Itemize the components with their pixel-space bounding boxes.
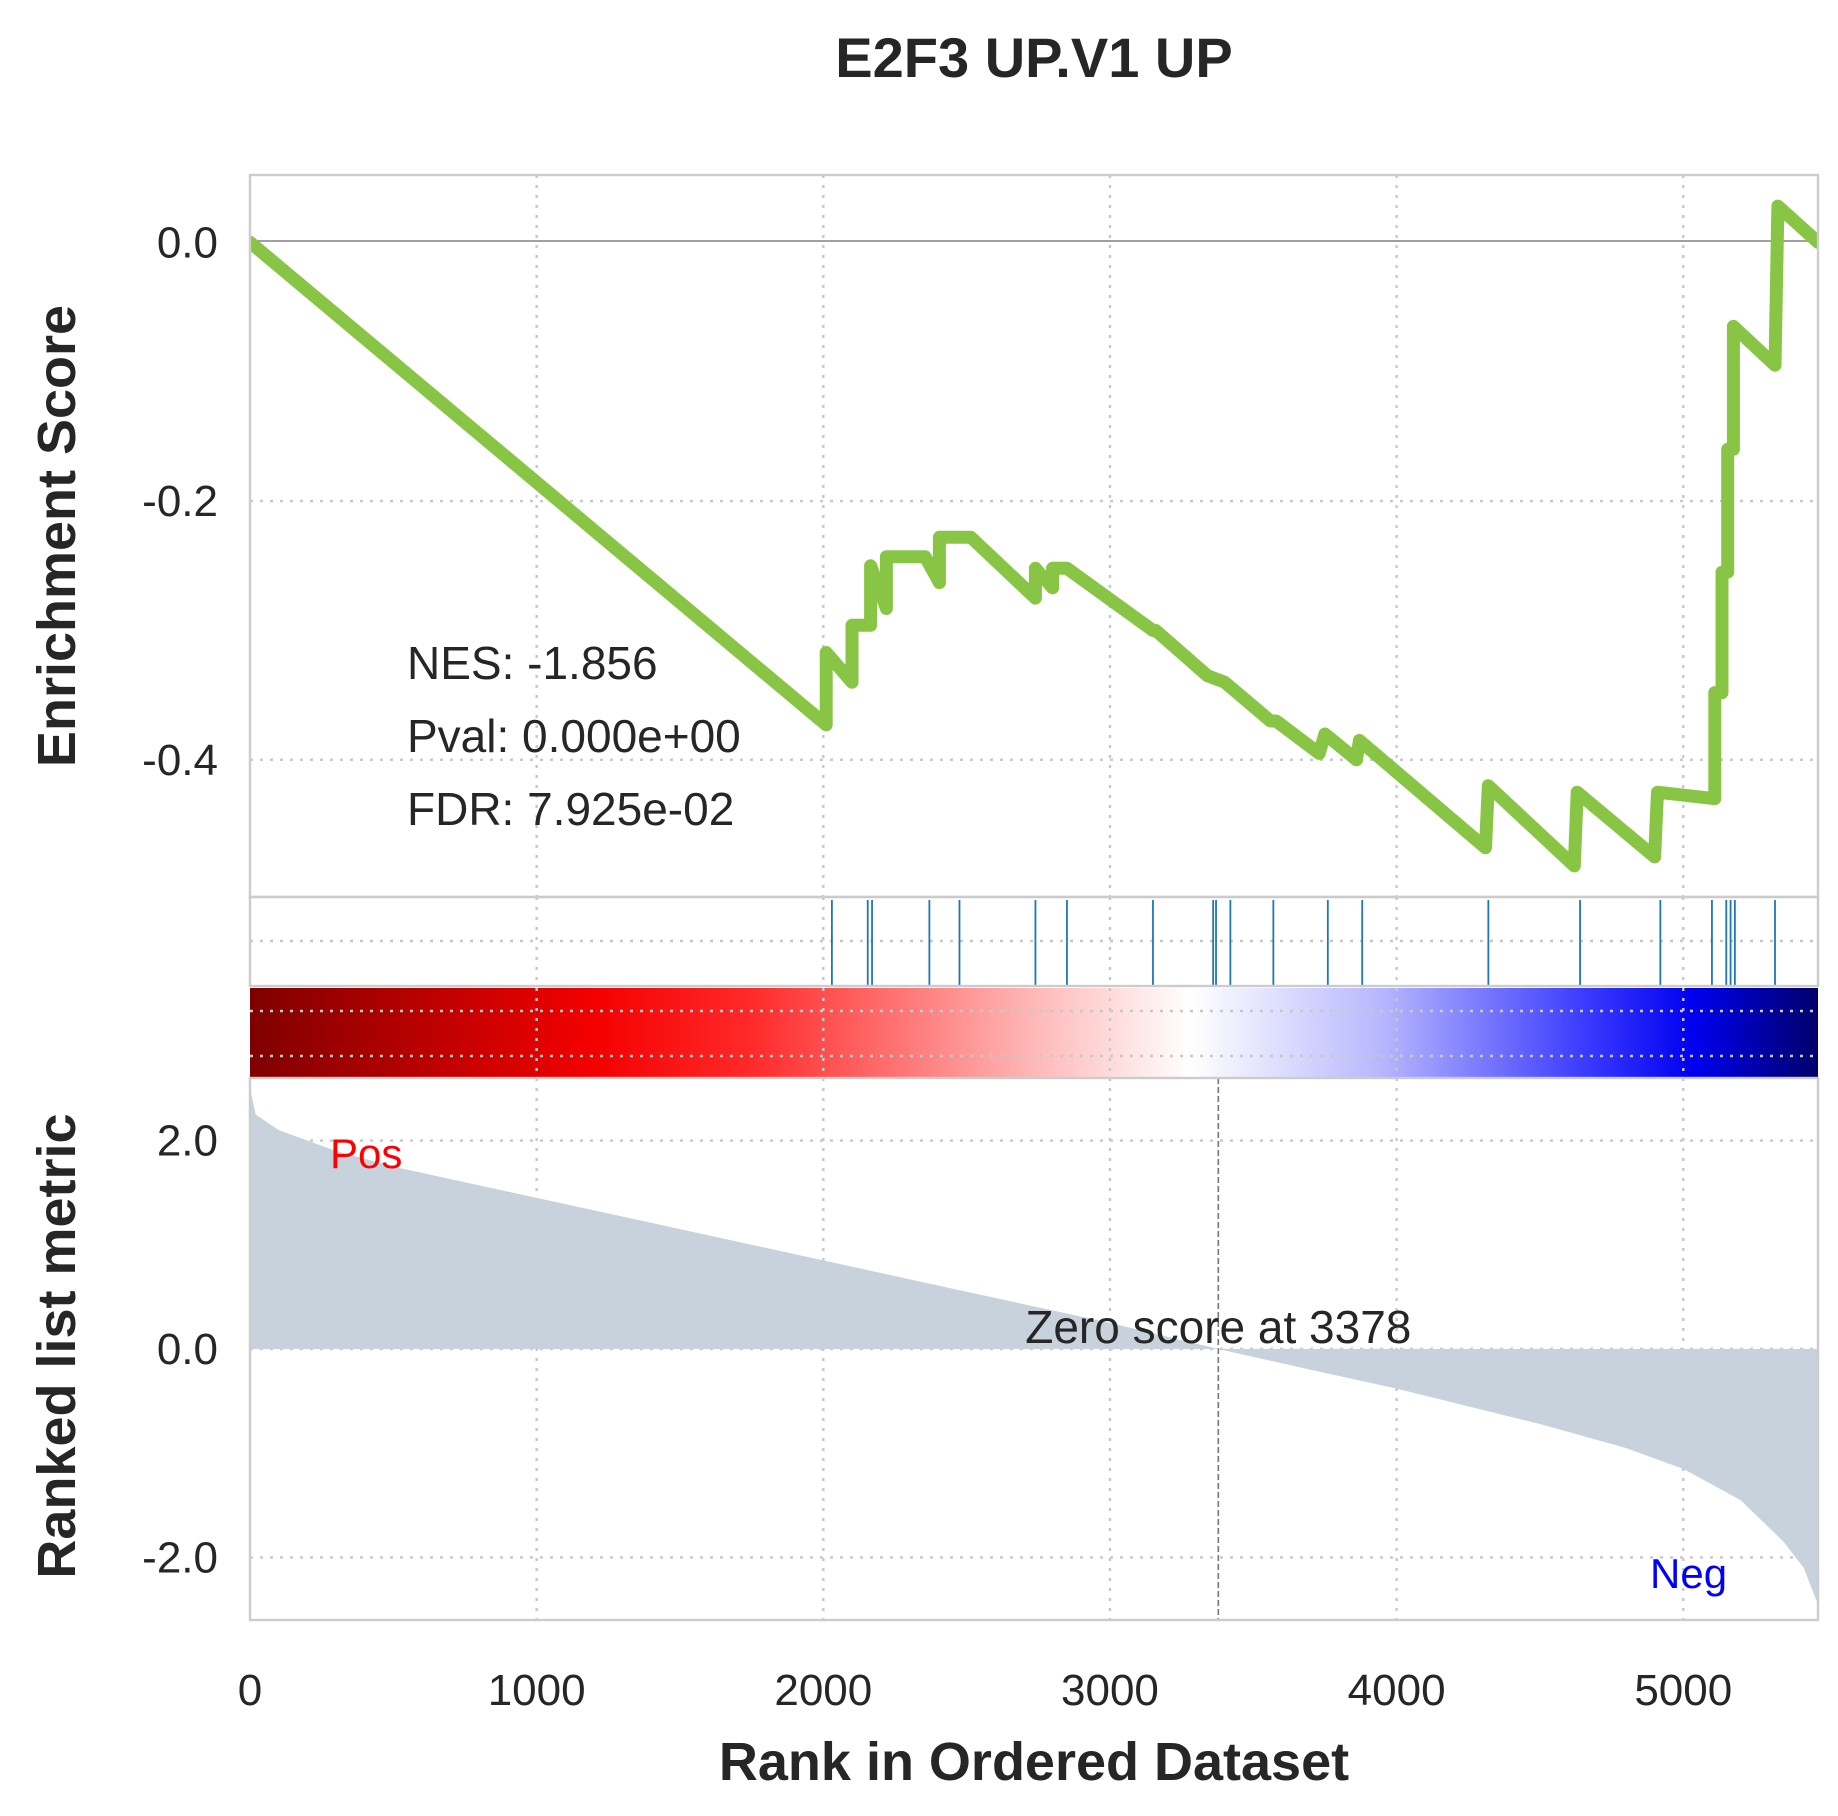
hits-panel bbox=[248, 895, 1820, 988]
es-curve bbox=[250, 199, 1818, 873]
chart-title: E2F3 UP.V1 UP bbox=[835, 26, 1232, 89]
es-ylabel: Enrichment Score bbox=[27, 305, 87, 767]
enrichment-panel: 0.0 -0.2 -0.4 NES: -1.856 Pval: 0.000e+00 … bbox=[142, 173, 1820, 899]
nes-text: NES: -1.856 bbox=[407, 637, 658, 689]
es-y-ticks: 0.0 -0.2 -0.4 bbox=[142, 218, 218, 785]
pos-label: Pos bbox=[330, 1130, 402, 1177]
x-tick-label: 2000 bbox=[774, 1666, 872, 1715]
es-gridlines bbox=[250, 175, 1818, 897]
es-y-tick-label: 0.0 bbox=[157, 218, 218, 267]
zero-score-label: Zero score at 3378 bbox=[1025, 1301, 1411, 1353]
x-tick-label: 1000 bbox=[488, 1666, 586, 1715]
colorbar-gridlines bbox=[250, 988, 1818, 1078]
x-tick-labels: 0 1000 2000 3000 4000 5000 bbox=[238, 1666, 1732, 1715]
hits-gridlines bbox=[250, 897, 1818, 986]
rank-ylabel: Ranked list metric bbox=[27, 1113, 87, 1578]
x-tick-label: 4000 bbox=[1348, 1666, 1446, 1715]
rank-y-tick-label: 2.0 bbox=[157, 1117, 218, 1166]
es-y-tick-label: -0.2 bbox=[142, 477, 218, 526]
x-tick-label: 0 bbox=[238, 1666, 262, 1715]
es-stats: NES: -1.856 Pval: 0.000e+00 FDR: 7.925e-… bbox=[407, 637, 741, 835]
ranked-metric-area bbox=[250, 1088, 1818, 1605]
x-tick-label: 5000 bbox=[1634, 1666, 1732, 1715]
fdr-text: FDR: 7.925e-02 bbox=[407, 783, 734, 835]
colorbar bbox=[250, 988, 1818, 1078]
x-tick-label: 3000 bbox=[1061, 1666, 1159, 1715]
rank-y-tick-label: -2.0 bbox=[142, 1533, 218, 1582]
hits-frame bbox=[248, 895, 1820, 988]
ranked-panel: Zero score at 3378 Pos Neg 2.0 0.0 -2.0 bbox=[142, 1076, 1820, 1622]
colorbar-panel bbox=[250, 988, 1818, 1078]
rank-y-ticks: 2.0 0.0 -2.0 bbox=[142, 1117, 218, 1583]
hit-markers bbox=[831, 900, 1776, 986]
rank-y-tick-label: 0.0 bbox=[157, 1325, 218, 1374]
rank-frame bbox=[248, 1076, 1820, 1622]
es-y-tick-label: -0.4 bbox=[142, 736, 218, 785]
neg-label: Neg bbox=[1650, 1550, 1727, 1597]
pval-text: Pval: 0.000e+00 bbox=[407, 710, 741, 762]
x-axis-label: Rank in Ordered Dataset bbox=[719, 1732, 1349, 1792]
